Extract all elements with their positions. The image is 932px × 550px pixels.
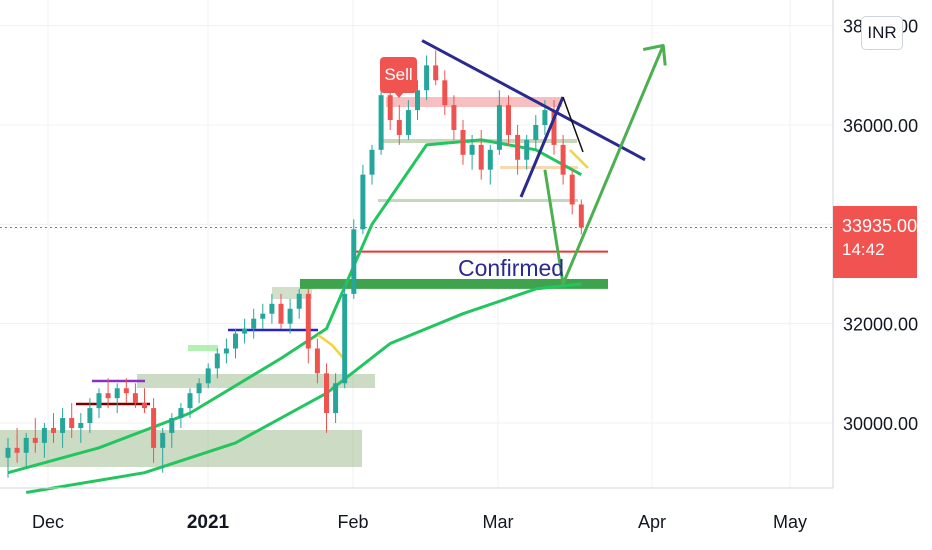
candle-body bbox=[87, 408, 93, 423]
candle-body bbox=[233, 333, 238, 349]
ma-segment bbox=[317, 333, 346, 361]
x-tick-label: Feb bbox=[337, 512, 368, 532]
grid-lines bbox=[0, 0, 833, 488]
candle-body bbox=[506, 105, 511, 135]
candle-body bbox=[314, 348, 320, 374]
last-price-badge: 33935.00 14:42 bbox=[833, 206, 917, 278]
apex-line bbox=[562, 96, 584, 153]
candle-body bbox=[305, 293, 311, 349]
ma-segment bbox=[569, 149, 589, 169]
candle-body bbox=[351, 229, 357, 294]
candle-body bbox=[123, 388, 129, 394]
candle-body bbox=[460, 129, 466, 155]
candle-body bbox=[342, 293, 348, 384]
x-tick-label: 2021 bbox=[187, 512, 230, 533]
candle-body bbox=[214, 353, 220, 369]
drawings bbox=[421, 39, 667, 286]
candle-body bbox=[251, 318, 257, 329]
candle-body bbox=[105, 393, 111, 399]
candle-body bbox=[96, 393, 102, 409]
y-tick-label: 36000.00 bbox=[843, 116, 918, 136]
candle-body bbox=[415, 90, 420, 111]
x-axis-ticks: Dec 2021 Feb Mar Apr May bbox=[32, 512, 807, 533]
projection-arrowhead bbox=[642, 44, 667, 66]
candle-body bbox=[151, 408, 157, 448]
y-tick-label: 30000.00 bbox=[843, 414, 918, 434]
x-tick-label: Mar bbox=[483, 512, 514, 532]
candle-body bbox=[333, 383, 339, 414]
candle-body bbox=[278, 303, 284, 324]
candle-body bbox=[487, 149, 493, 170]
candle-body bbox=[5, 447, 11, 458]
candle-body bbox=[451, 105, 457, 130]
candle-body bbox=[114, 388, 120, 399]
candle-body bbox=[169, 418, 175, 433]
shaded-zone bbox=[378, 199, 578, 202]
candle-body bbox=[324, 373, 329, 414]
moving-average-line bbox=[25, 282, 582, 494]
candle-body bbox=[424, 65, 430, 91]
candle-body bbox=[69, 418, 75, 428]
candle-body bbox=[560, 144, 566, 175]
candle-body bbox=[524, 139, 530, 160]
candle-body bbox=[405, 110, 411, 135]
shaded-zone bbox=[500, 166, 578, 169]
candle-body bbox=[469, 144, 475, 155]
x-tick-label: Dec bbox=[32, 512, 64, 532]
candle-body bbox=[533, 125, 539, 140]
y-tick-label: 32000.00 bbox=[843, 315, 918, 335]
candle-body bbox=[496, 105, 502, 150]
candle-body bbox=[223, 348, 229, 354]
candle-body bbox=[32, 437, 38, 443]
candle-body bbox=[360, 174, 366, 230]
candle-body bbox=[51, 427, 56, 433]
candle-body bbox=[396, 120, 402, 135]
shaded-zone bbox=[386, 97, 562, 107]
x-tick-label: May bbox=[773, 512, 807, 532]
candle-body bbox=[442, 80, 448, 106]
candle-body bbox=[578, 204, 584, 228]
candle-body bbox=[260, 313, 266, 319]
bar-countdown: 14:42 bbox=[842, 240, 885, 259]
candle-body bbox=[515, 134, 521, 160]
resistance-trendline bbox=[421, 39, 646, 162]
currency-button[interactable]: INR bbox=[861, 16, 903, 50]
candle-body bbox=[132, 393, 138, 404]
last-price-value: 33935.00 bbox=[842, 216, 918, 236]
candle-body bbox=[178, 408, 184, 419]
candle-body bbox=[369, 149, 375, 175]
candle-body bbox=[78, 423, 84, 428]
candle-body bbox=[378, 95, 384, 150]
projection-path bbox=[543, 44, 665, 286]
candle-body bbox=[433, 65, 439, 81]
candle-body bbox=[542, 110, 548, 125]
candle-body bbox=[23, 437, 29, 453]
shaded-zone bbox=[137, 374, 375, 388]
confirmed-label: Confirmed bbox=[458, 255, 564, 281]
candle-body bbox=[160, 432, 166, 448]
shaded-zone bbox=[272, 287, 312, 299]
candle-body bbox=[478, 144, 484, 170]
candle-body bbox=[269, 303, 275, 314]
candle-body bbox=[60, 418, 66, 433]
candle-body bbox=[187, 393, 193, 409]
candle-body bbox=[387, 95, 393, 121]
candle-body bbox=[569, 174, 575, 205]
candle-body bbox=[242, 328, 248, 334]
candle-body bbox=[196, 383, 202, 394]
rising-trendline bbox=[519, 96, 565, 198]
candle-body bbox=[551, 110, 557, 145]
candle-body bbox=[205, 368, 211, 384]
candle-body bbox=[142, 403, 147, 409]
support-zone bbox=[300, 278, 608, 289]
sell-signal-marker: Sell bbox=[380, 57, 417, 98]
candle-body bbox=[41, 427, 47, 443]
candle-body bbox=[296, 293, 302, 309]
x-tick-label: Apr bbox=[638, 512, 666, 532]
candle-body bbox=[287, 308, 293, 324]
shaded-zone bbox=[188, 345, 218, 351]
candle-body bbox=[14, 447, 20, 453]
